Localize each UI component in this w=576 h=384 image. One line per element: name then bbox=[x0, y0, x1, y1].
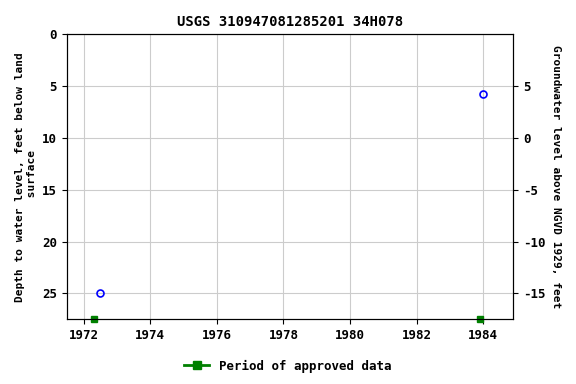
Title: USGS 310947081285201 34H078: USGS 310947081285201 34H078 bbox=[177, 15, 403, 29]
Y-axis label: Groundwater level above NGVD 1929, feet: Groundwater level above NGVD 1929, feet bbox=[551, 45, 561, 308]
Legend: Period of approved data: Period of approved data bbox=[179, 355, 397, 378]
Y-axis label: Depth to water level, feet below land
 surface: Depth to water level, feet below land su… bbox=[15, 52, 37, 302]
